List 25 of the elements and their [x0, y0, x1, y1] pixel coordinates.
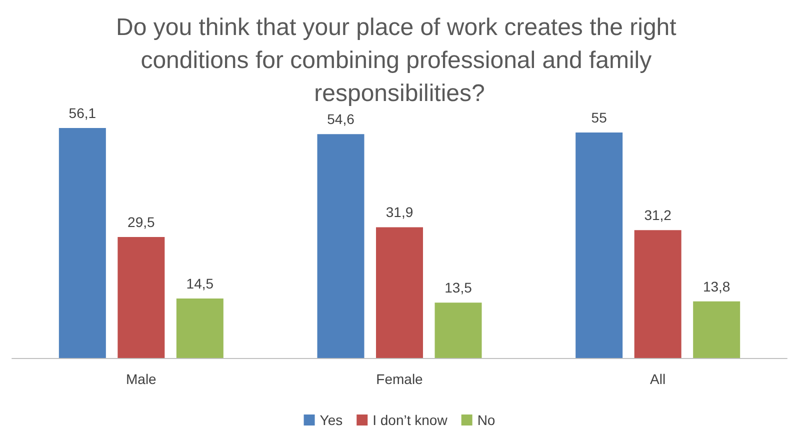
bar [58, 128, 106, 358]
bar [176, 298, 224, 358]
data-label: 13,8 [702, 278, 730, 294]
bar [376, 227, 423, 358]
bar [634, 230, 682, 358]
data-label: 31,9 [386, 204, 414, 220]
bar [434, 302, 482, 358]
x-tick-label: All [650, 371, 666, 387]
legend-label: Yes [320, 412, 343, 428]
data-label: 56,1 [68, 105, 96, 121]
data-label: 14,5 [186, 276, 214, 292]
legend-label: I don’t know [372, 412, 448, 428]
bar [576, 132, 623, 358]
bar [693, 301, 740, 358]
x-tick-label: Female [376, 371, 424, 387]
chart-title: Do you think that your place of work creates the right conditions for combining professional and family responsibilities? [116, 14, 683, 107]
bar [118, 237, 165, 358]
x-tick-label: Male [126, 371, 157, 387]
data-label: 54,6 [327, 111, 355, 128]
legend-label: No [477, 412, 496, 428]
data-label: 29,5 [128, 214, 156, 230]
data-label: 13,5 [444, 280, 472, 296]
data-label: 55 [591, 110, 608, 126]
bar [317, 134, 364, 358]
data-label: 31,2 [644, 207, 672, 224]
